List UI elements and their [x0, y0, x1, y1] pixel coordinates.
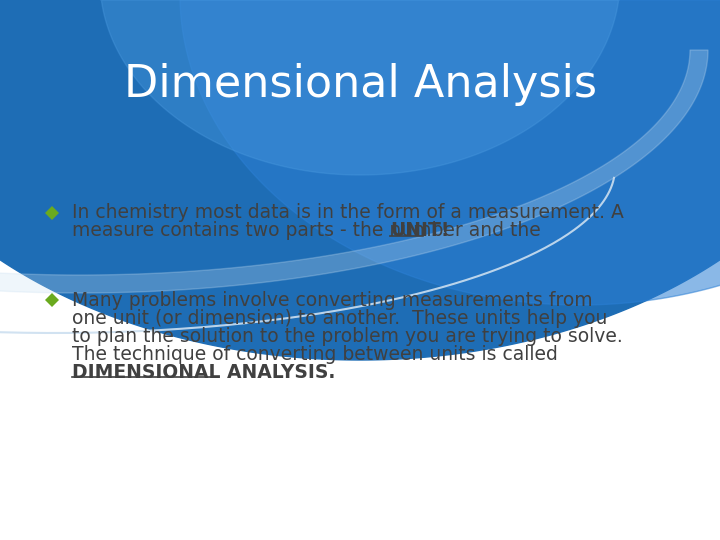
Polygon shape	[180, 0, 720, 305]
Bar	[0, 0, 720, 175]
Ellipse shape	[380, 0, 720, 220]
Polygon shape	[101, 0, 619, 175]
Text: to plan the solution to the problem you are trying to solve.: to plan the solution to the problem you …	[72, 327, 623, 346]
Text: measure contains two parts - the number and the: measure contains two parts - the number …	[72, 221, 546, 240]
Text: Many problems involve converting measurements from: Many problems involve converting measure…	[72, 291, 593, 309]
Ellipse shape	[40, 0, 460, 200]
Text: DIMENSIONAL ANALYSIS.: DIMENSIONAL ANALYSIS.	[72, 362, 336, 381]
Polygon shape	[0, 0, 720, 360]
Text: one unit (or dimension) to another.  These units help you: one unit (or dimension) to another. Thes…	[72, 308, 608, 327]
Text: Dimensional Analysis: Dimensional Analysis	[124, 64, 596, 106]
Text: In chemistry most data is in the form of a measurement. A: In chemistry most data is in the form of…	[72, 204, 624, 222]
Text: UNIT!: UNIT!	[390, 221, 449, 240]
Polygon shape	[0, 50, 708, 293]
Text: The technique of converting between units is called: The technique of converting between unit…	[72, 345, 558, 363]
